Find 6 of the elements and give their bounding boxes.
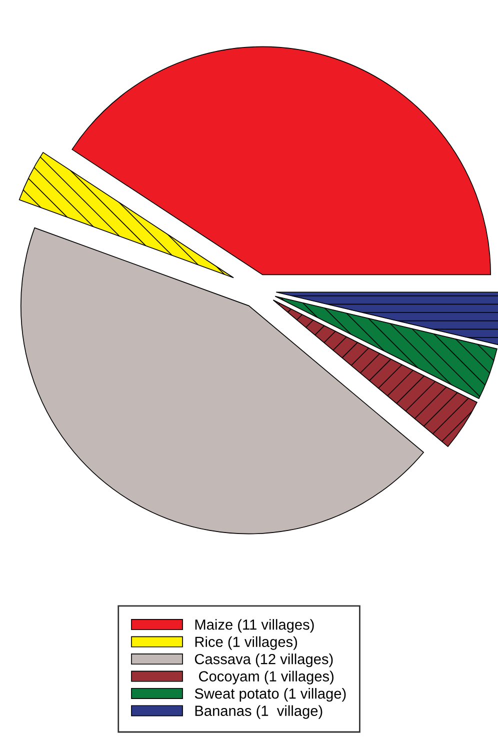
legend-label: Cassava (12 villages)	[194, 654, 333, 668]
legend-label: Bananas (1 village)	[195, 705, 322, 719]
legend-label: Maize (11 villages)	[195, 619, 314, 633]
legend-label: Rice (1 villages)	[195, 636, 298, 650]
legend-label: Cocoyam (1 villages)	[198, 670, 334, 684]
legend-label: Sweat potato (1 village)	[194, 688, 346, 702]
